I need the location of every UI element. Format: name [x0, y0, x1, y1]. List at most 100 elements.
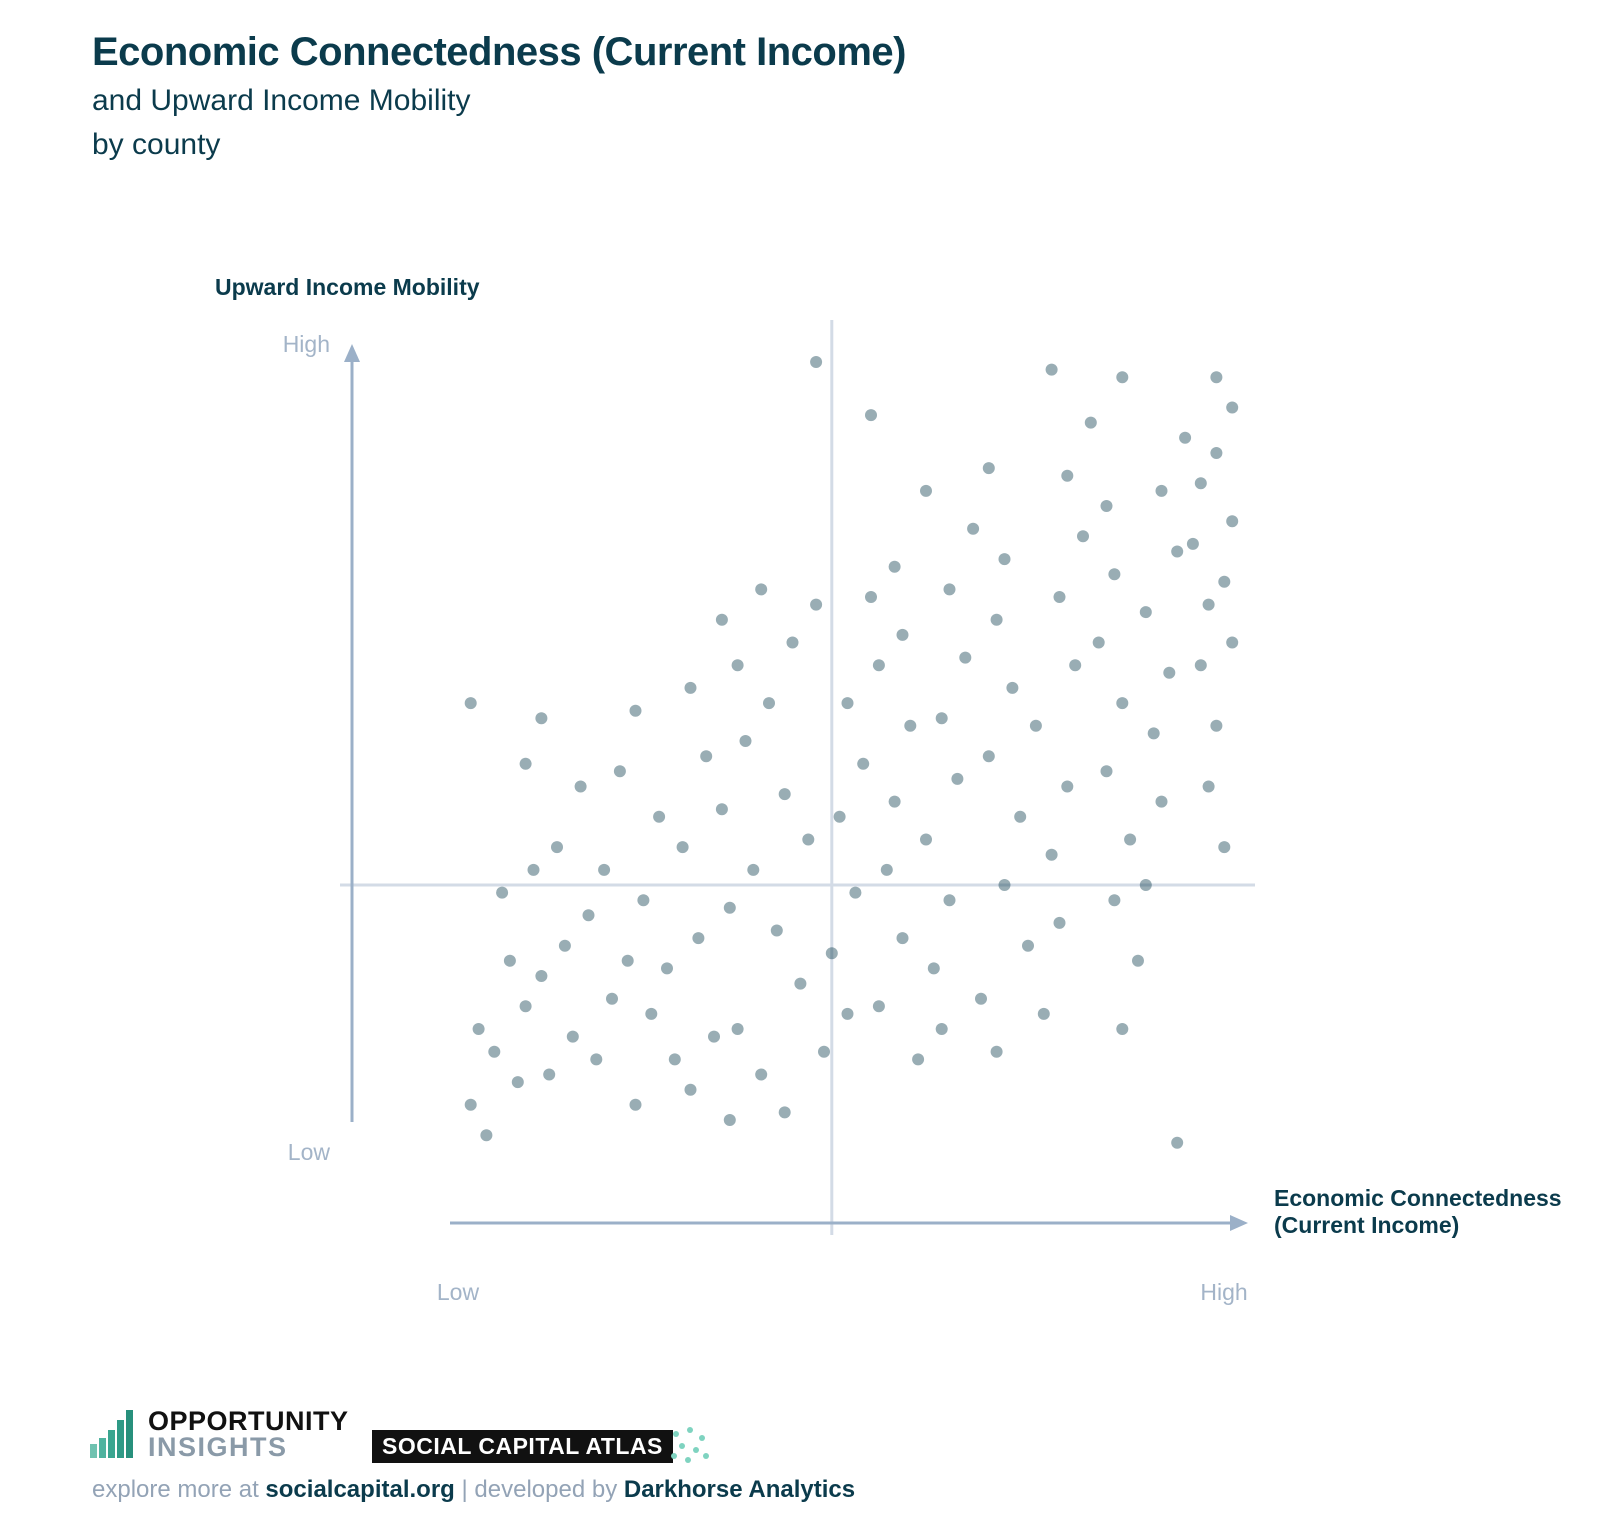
scatter-point: [935, 712, 948, 725]
scatter-point: [904, 719, 917, 732]
scatter-point: [613, 765, 626, 778]
scatter-point: [472, 1023, 485, 1035]
scatter-point: [802, 833, 815, 846]
darkhorse-link[interactable]: Darkhorse Analytics: [623, 1476, 856, 1503]
scatter-point: [1053, 591, 1066, 603]
scatter-point: [778, 788, 791, 801]
scatter-point: [543, 1068, 556, 1081]
scatter-point: [551, 841, 563, 854]
scatter-point: [1210, 447, 1223, 459]
scatter-point: [818, 1045, 830, 1058]
scatter-point: [880, 863, 893, 876]
scatter-point: [1147, 727, 1160, 740]
scatter-point: [1202, 780, 1215, 793]
scatter-point: [967, 522, 980, 535]
scatter-point: [990, 613, 1003, 626]
scatter-point: [755, 1068, 768, 1081]
scatter-point: [755, 583, 768, 596]
x-tick-low: Low: [437, 1279, 480, 1305]
scatter-point: [1218, 575, 1231, 588]
scatter-point: [684, 681, 697, 694]
scatter-point: [527, 863, 540, 876]
scatter-point: [1092, 636, 1105, 649]
scatter-point: [833, 810, 846, 823]
scatter-point: [1194, 659, 1207, 672]
scatter-outlier-point: [464, 697, 477, 710]
chart-subtitle-line1: and Upward Income Mobility: [92, 84, 471, 117]
explore-prefix: explore more at: [92, 1476, 266, 1503]
scatter-point: [912, 1053, 925, 1066]
scatter-point: [1186, 537, 1199, 550]
opportunity-insights-logo-icon: [90, 1410, 133, 1458]
scatter-point: [1139, 879, 1152, 891]
chart-title: Economic Connectedness (Current Income): [92, 30, 906, 74]
scatter-point: [1022, 939, 1034, 952]
scatter-point: [990, 1045, 1003, 1058]
scatter-point: [1029, 719, 1042, 732]
scatter-point: [645, 1007, 658, 1020]
scatter-point: [519, 757, 532, 770]
scatter-point: [896, 932, 909, 945]
x-tick-high: High: [1200, 1279, 1247, 1305]
scatter-point: [778, 1106, 791, 1119]
scatter-point: [566, 1030, 579, 1043]
scatter-point: [1045, 848, 1058, 861]
socialcapital-link[interactable]: socialcapital.org: [265, 1476, 455, 1503]
scatter-outlier-point: [1210, 371, 1223, 384]
scatter-point: [888, 795, 901, 808]
scatter-point: [1061, 469, 1074, 482]
scatter-point: [872, 659, 885, 672]
scatter-point: [1100, 765, 1113, 778]
scatter-point: [574, 780, 587, 793]
scatter-point: [747, 863, 760, 876]
x-axis-label-line1: Economic Connectedness: [1274, 1185, 1562, 1211]
scatter-point: [998, 553, 1011, 566]
scatter-outlier-point: [1171, 1136, 1184, 1149]
scatter-point: [770, 924, 783, 937]
scatter-point: [1037, 1007, 1050, 1020]
scatter-point: [1116, 1023, 1129, 1035]
scatter-point: [1139, 606, 1152, 619]
scatter-point: [668, 1053, 681, 1066]
scatter-point: [786, 636, 799, 649]
scatter-point: [503, 954, 516, 967]
scatter-point: [692, 932, 705, 945]
scatter-point: [943, 894, 956, 907]
scatter-point: [1108, 894, 1121, 907]
scatter-point: [1116, 697, 1129, 710]
scatter-point: [927, 962, 940, 975]
scatter-point: [558, 939, 571, 952]
scatter-point: [684, 1083, 697, 1096]
scatter-point: [715, 803, 728, 816]
opportunity-insights-wordmark: OPPORTUNITY INSIGHTS: [148, 1408, 349, 1461]
scatter-outlier-point: [810, 356, 823, 368]
scatter-point: [763, 697, 775, 710]
scatter-point: [1202, 598, 1215, 611]
scatter-point: [1226, 515, 1239, 528]
scatter-point: [1226, 636, 1239, 649]
scatter-point: [959, 651, 972, 664]
scatter-point: [739, 735, 752, 747]
scatter-point: [810, 598, 823, 611]
scatter-point: [480, 1129, 493, 1142]
scatter-point: [920, 484, 932, 497]
scatter-point: [590, 1053, 603, 1066]
scatter-point: [1077, 530, 1089, 543]
social-capital-atlas-badge: SOCIAL CAPITAL ATLAS: [372, 1430, 673, 1463]
scatter-points: [464, 356, 1239, 1149]
scatter-point: [653, 810, 666, 823]
scatter-point: [872, 1000, 885, 1013]
scatter-point: [676, 841, 689, 854]
scatter-point: [975, 992, 987, 1005]
scatter-point: [1069, 659, 1082, 672]
y-tick-high: High: [283, 331, 330, 357]
scatter-point: [825, 947, 838, 960]
scatter-point: [496, 886, 509, 899]
scatter-point: [519, 1000, 532, 1013]
scatter-point: [464, 1098, 477, 1111]
scatter-point: [535, 712, 548, 725]
scatter-point: [841, 697, 854, 710]
scatter-point: [637, 894, 650, 907]
scatter-point: [598, 863, 611, 876]
scatter-point: [1163, 666, 1176, 679]
